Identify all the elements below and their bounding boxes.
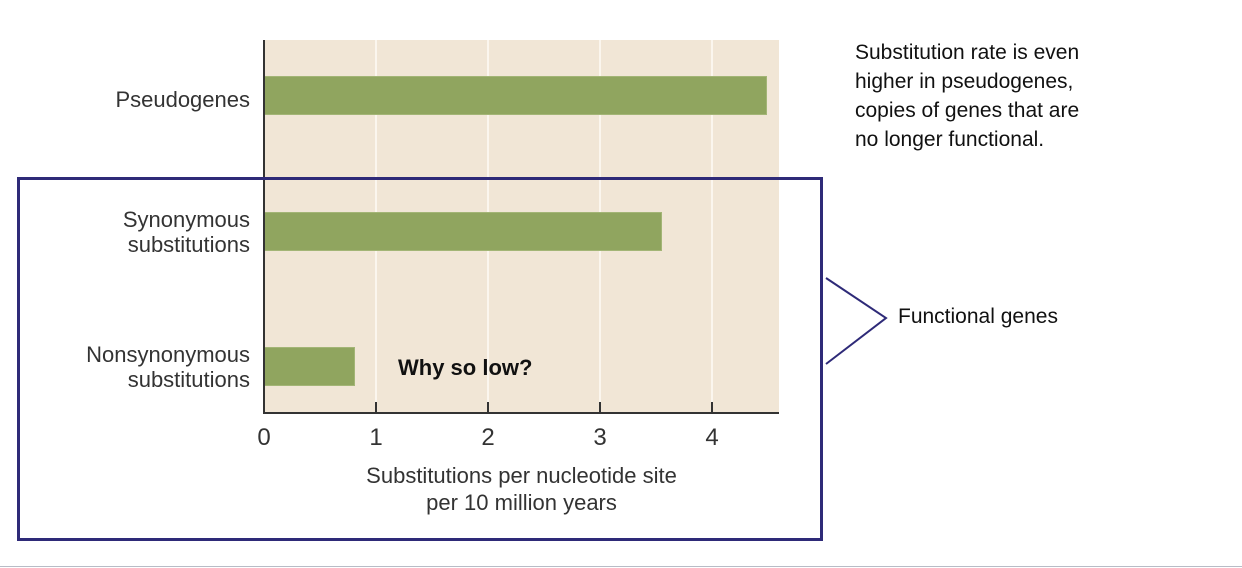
functional-genes-label: Functional genes — [898, 305, 1058, 328]
x-tick — [487, 402, 489, 413]
x-tick-label: 1 — [369, 424, 383, 451]
bracket-icon — [825, 277, 888, 365]
bar-nonsynonymous — [264, 347, 355, 386]
why-so-low-annotation: Why so low? — [398, 355, 533, 380]
category-label-synonymous: Synonymous substitutions — [123, 207, 250, 257]
bar-synonymous — [264, 212, 662, 251]
x-tick — [711, 402, 713, 413]
pseudogene-note: Substitution rate is even higher in pseu… — [855, 38, 1195, 154]
category-label-pseudogenes: Pseudogenes — [115, 87, 250, 112]
plot-area — [264, 40, 779, 413]
label-line: Substitutions per nucleotide site — [366, 463, 677, 488]
label-line: Synonymous — [122, 207, 250, 232]
note-line: higher in pseudogenes, — [855, 70, 1074, 93]
gridline — [711, 40, 713, 413]
x-axis-line — [263, 412, 779, 414]
category-label-nonsynonymous: Nonsynonymous substitutions — [86, 342, 250, 392]
label-line: substitutions — [127, 367, 250, 392]
x-tick-label: 4 — [705, 424, 719, 451]
bar-pseudogenes — [264, 76, 767, 115]
label-line: substitutions — [127, 232, 250, 257]
functional-genes-box — [17, 177, 823, 541]
y-axis-line — [263, 40, 265, 414]
x-tick-label: 0 — [257, 424, 271, 451]
x-tick-label: 2 — [481, 424, 495, 451]
note-line: no longer functional. — [855, 128, 1045, 151]
x-tick — [599, 402, 601, 413]
x-tick-label: 3 — [593, 424, 607, 451]
label-line: Nonsynonymous — [86, 342, 250, 367]
note-line: copies of genes that are — [855, 99, 1080, 122]
label-line: per 10 million years — [426, 490, 617, 515]
divider — [0, 566, 1242, 567]
label-line: Pseudogenes — [115, 87, 250, 112]
x-tick — [375, 402, 377, 413]
x-axis-title: Substitutions per nucleotide site per 10… — [264, 462, 779, 516]
note-line: Substitution rate is even — [855, 41, 1080, 64]
